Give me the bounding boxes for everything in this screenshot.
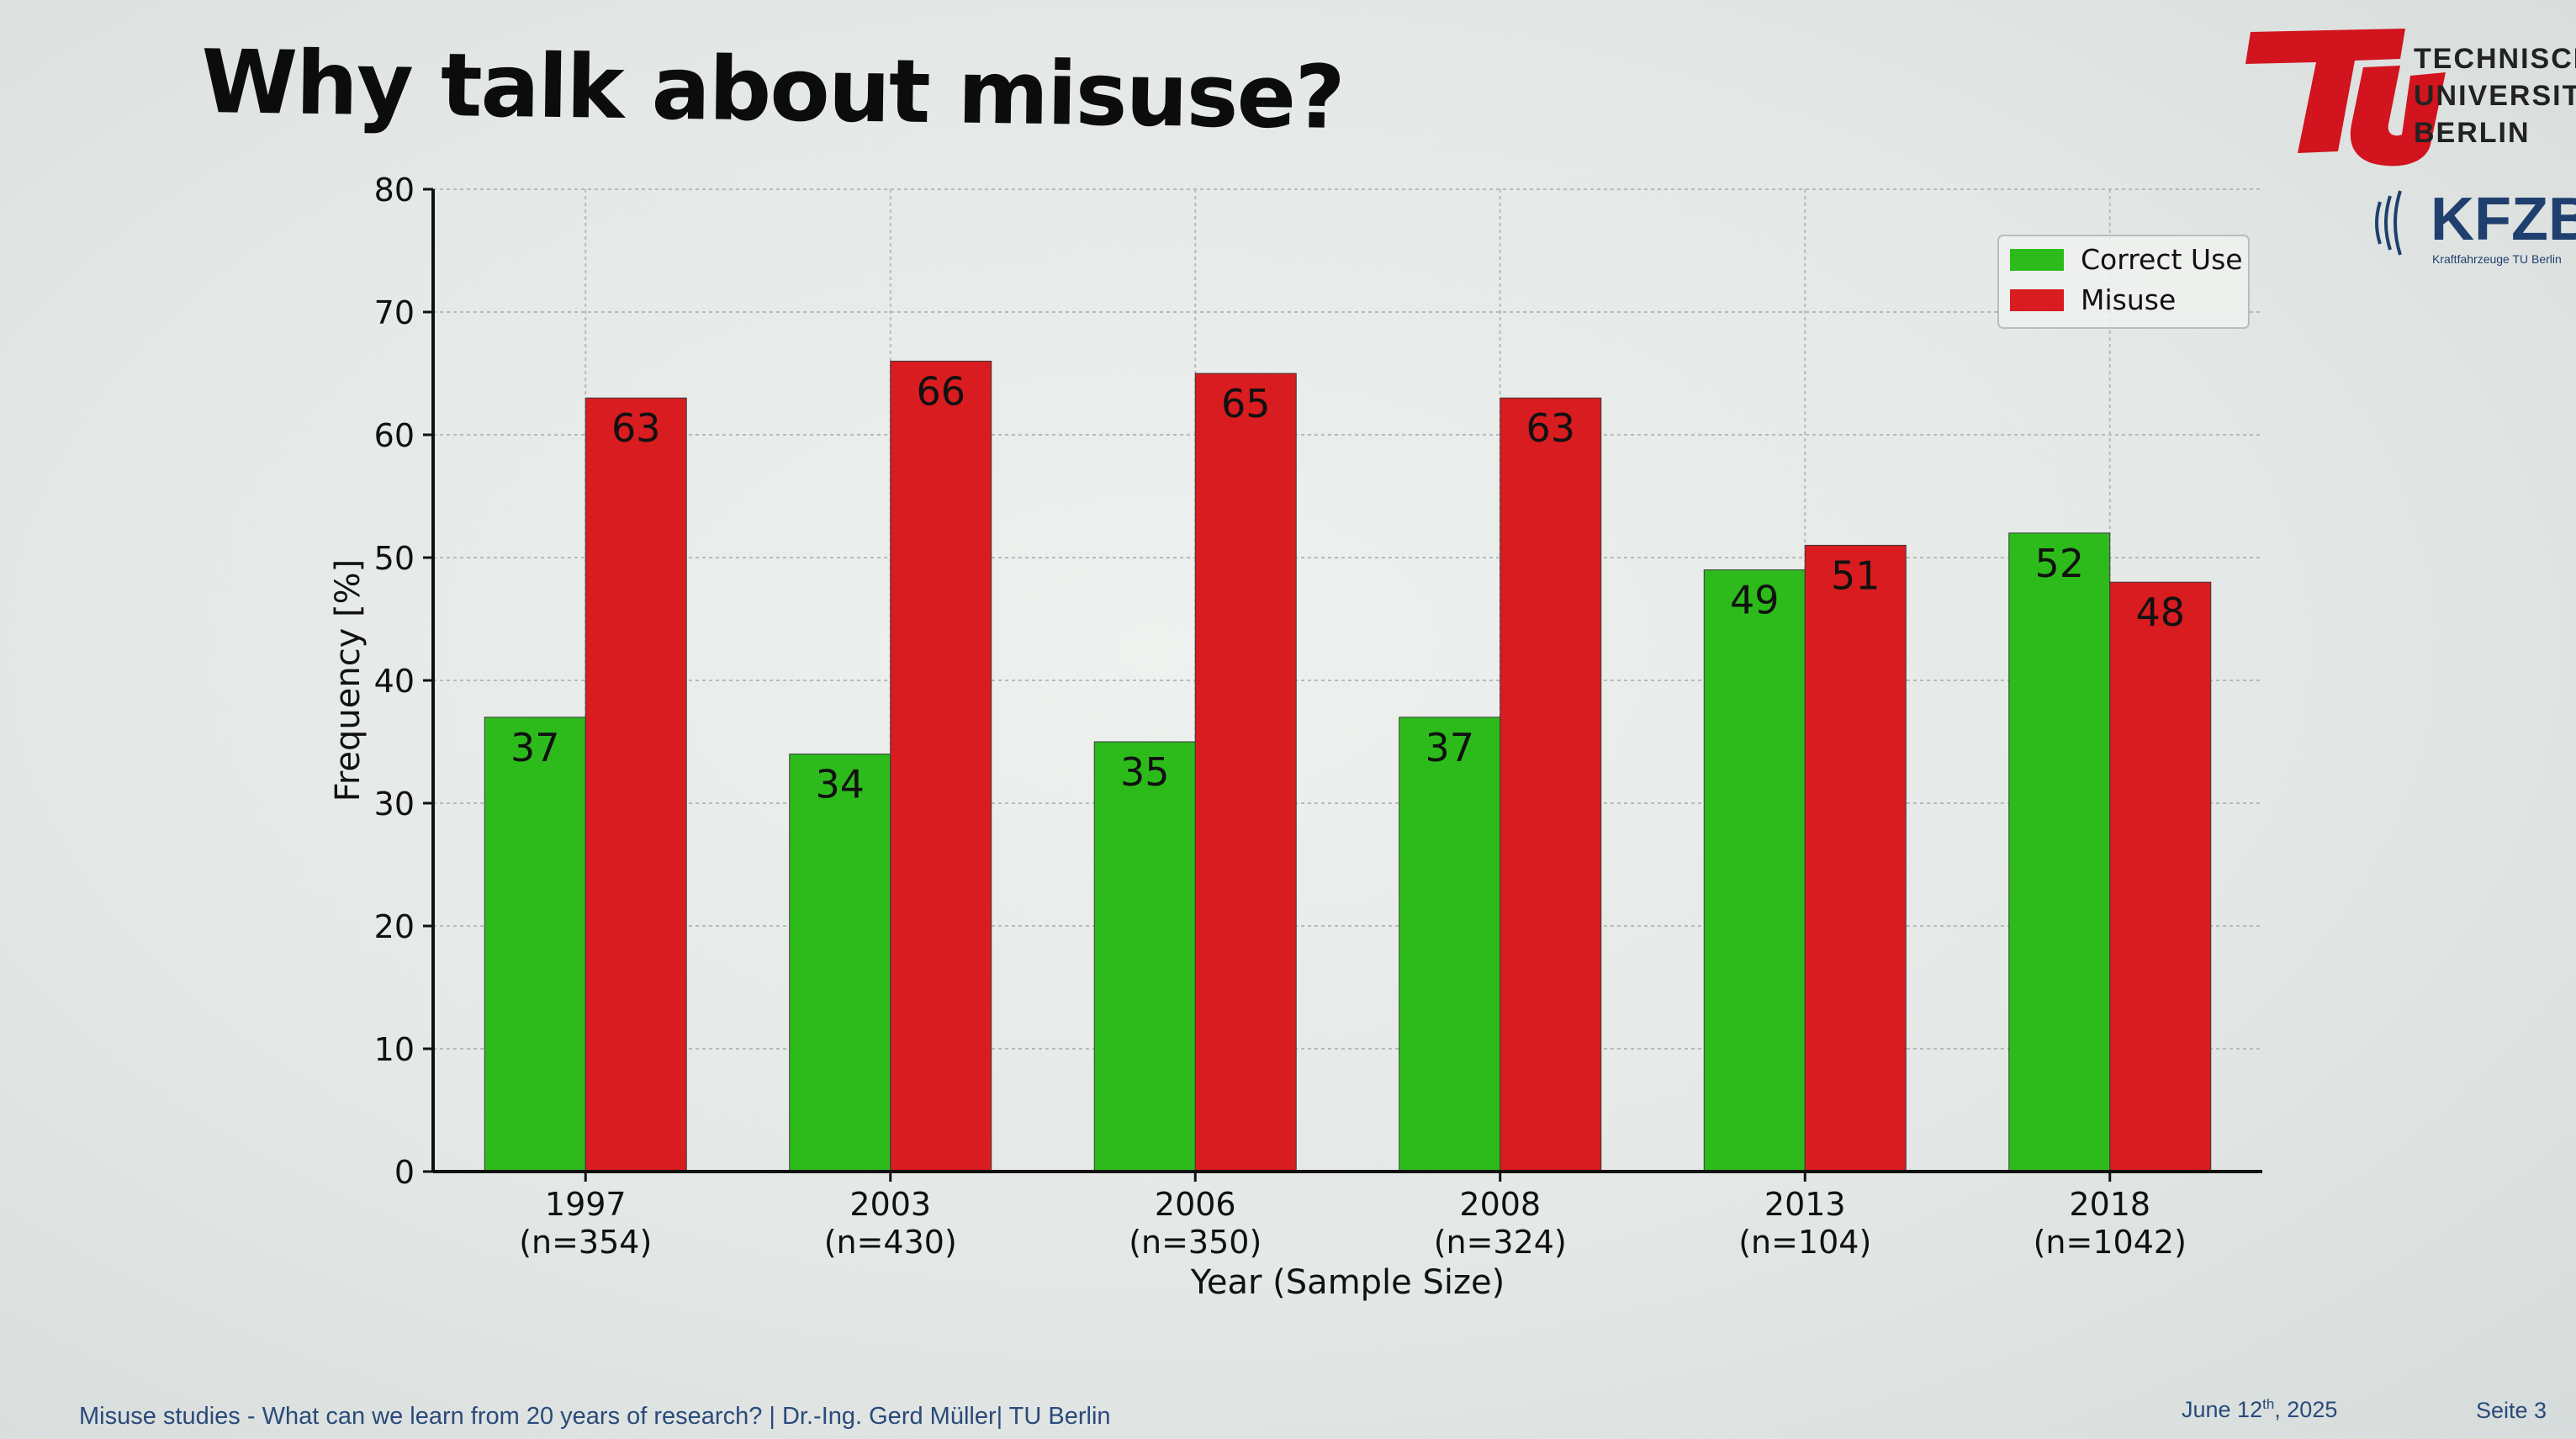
x-axis-label: Year (Sample Size) [1190, 1263, 1505, 1302]
bar-value-label: 34 [815, 762, 865, 807]
x-tick-sublabel: (n=354) [519, 1224, 652, 1261]
bar-correct-use-2013 [1703, 569, 1806, 1172]
bar-value-label: 63 [611, 405, 661, 451]
bar-correct-use-2006 [1093, 741, 1196, 1172]
bar-misuse-2008 [1500, 397, 1602, 1172]
x-tick-label: 2003 [849, 1186, 931, 1223]
tu-logo-line3: BERLIN [2414, 117, 2531, 149]
x-tick-sublabel: (n=104) [1738, 1224, 1871, 1261]
bar-value-label: 63 [1526, 405, 1575, 451]
y-tick-label: 80 [374, 172, 415, 209]
bar-misuse-2006 [1194, 373, 1297, 1172]
bar-value-label: 51 [1831, 553, 1880, 598]
legend-swatch-correct-use [2010, 249, 2064, 271]
kfz-logo: KFZB Kraftfahrzeuge TU Berlin [2375, 186, 2576, 266]
y-tick-label: 10 [374, 1031, 415, 1068]
bar-value-label: 35 [1120, 749, 1170, 795]
y-tick-label: 40 [374, 663, 415, 700]
y-tick-label: 50 [374, 540, 415, 577]
y-tick-label: 60 [374, 417, 415, 454]
bar-correct-use-2008 [1399, 717, 1501, 1172]
footer-date-year: , 2025 [2274, 1397, 2338, 1422]
x-tick-label: 2008 [1459, 1186, 1541, 1223]
bar-value-label: 37 [1425, 725, 1474, 770]
bar-value-label: 66 [916, 368, 965, 414]
page-number: Seite 3 [2476, 1398, 2547, 1423]
bar-value-label: 52 [2034, 541, 2084, 586]
tu-logo-text: TECHNISCHE UNIVERSITÄT BERLIN [2414, 40, 2576, 151]
bar-correct-use-2003 [789, 754, 891, 1172]
x-tick-sublabel: (n=1042) [2034, 1224, 2187, 1261]
x-tick-label: 2018 [2069, 1186, 2150, 1223]
footer-date-main: June 12 [2182, 1397, 2263, 1422]
chart-bars: 37 63 34 66 35 65 37 63 49 51 52 48 [484, 360, 2212, 1172]
tu-logo-line1: TECHNISCHE [2414, 43, 2576, 75]
bar-value-label: 37 [510, 725, 560, 770]
y-axis-label: Frequency [%] [329, 559, 368, 802]
footer-text: Misuse studies - What can we learn from … [79, 1403, 1111, 1430]
bar-correct-use-1997 [484, 717, 586, 1172]
x-tick-label: 2013 [1764, 1186, 1846, 1223]
y-tick-label: 70 [374, 294, 415, 331]
x-tick-sublabel: (n=350) [1129, 1224, 1262, 1261]
kfz-signal-icon [2375, 190, 2402, 256]
x-tick-sublabel: (n=430) [824, 1224, 957, 1261]
bar-misuse-1997 [584, 397, 687, 1172]
bar-misuse-2013 [1804, 544, 1907, 1172]
legend-label: Misuse [2081, 283, 2176, 316]
tu-logo-mark [2245, 29, 2446, 167]
kfz-logo-subtext: Kraftfahrzeuge TU Berlin [2432, 252, 2562, 266]
chart-grid [433, 188, 2262, 1172]
legend-label: Correct Use [2081, 243, 2243, 276]
footer-date-suffix: th [2262, 1396, 2275, 1412]
tu-berlin-logo [2245, 29, 2446, 167]
bar-value-label: 48 [2135, 590, 2185, 635]
y-tick-label: 0 [394, 1154, 415, 1191]
bar-correct-use-2018 [2008, 532, 2111, 1172]
x-tick-label: 2006 [1155, 1186, 1236, 1223]
tu-logo-line2: UNIVERSITÄT [2414, 80, 2576, 112]
chart-legend: Correct Use Misuse [1997, 235, 2250, 329]
bar-value-label: 65 [1221, 381, 1271, 426]
kfz-logo-text: KFZB [2431, 186, 2576, 253]
bar-value-label: 49 [1730, 578, 1780, 623]
chart-axes: 0 10 20 30 40 50 60 70 80 1997(n=354) 2003(n=430) 2… [329, 172, 2262, 1302]
bar-misuse-2018 [2109, 581, 2212, 1172]
footer-date: June 12th, 2025 [2182, 1396, 2337, 1423]
legend-swatch-misuse [2010, 289, 2064, 311]
x-tick-label: 1997 [545, 1186, 627, 1223]
y-tick-label: 30 [374, 786, 415, 823]
y-tick-label: 20 [374, 908, 415, 945]
x-tick-sublabel: (n=324) [1434, 1224, 1567, 1261]
bar-misuse-2003 [890, 360, 992, 1172]
